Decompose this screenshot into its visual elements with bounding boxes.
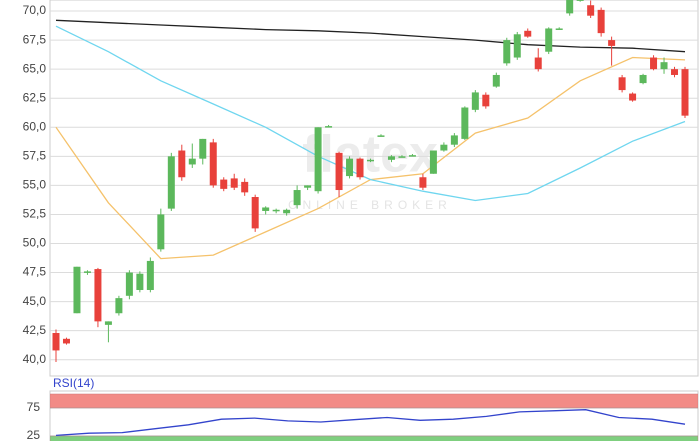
y-tick-label: 47,5	[23, 265, 47, 279]
candle-body	[293, 190, 301, 206]
candle-body	[325, 126, 333, 128]
candle-body	[346, 158, 354, 177]
rsi-title: RSI(14)	[53, 376, 94, 390]
candle-body	[272, 209, 280, 212]
candle-body	[398, 156, 406, 158]
candle-body	[524, 30, 532, 37]
candle-body	[419, 177, 427, 188]
candle-body	[356, 158, 364, 178]
candle-body	[587, 5, 595, 16]
candle-body	[566, 0, 574, 14]
candle-body	[52, 332, 60, 351]
candle-body	[503, 40, 511, 64]
candle-body	[576, 0, 584, 1]
candle-body	[136, 273, 144, 290]
plot-area	[49, 0, 699, 377]
y-tick-label: 52,5	[23, 207, 47, 221]
candle-body	[83, 271, 91, 273]
candle-body	[681, 69, 689, 116]
y-tick-label: 62,5	[23, 90, 47, 104]
candle-body	[450, 135, 458, 145]
candle-body	[534, 57, 542, 70]
candle-body	[492, 74, 500, 87]
candle-body	[377, 135, 385, 137]
candle-body	[209, 142, 217, 186]
candle-body	[230, 178, 238, 188]
y-tick-label: 55,0	[23, 178, 47, 192]
rsi-band	[50, 393, 698, 409]
candle-body	[115, 298, 123, 314]
candle-body	[608, 40, 616, 46]
candle-body	[157, 214, 165, 250]
candle-body	[387, 156, 395, 160]
candle-body	[482, 94, 490, 107]
candle-body	[314, 127, 322, 192]
candle-body	[671, 69, 679, 75]
candle-body	[367, 159, 374, 162]
candle-body	[125, 272, 133, 296]
candle-body	[335, 152, 343, 191]
candle-body	[304, 185, 312, 188]
candle-body	[146, 260, 154, 290]
candle-body	[639, 74, 647, 84]
moving-average	[55, 19, 686, 53]
candle-body	[167, 156, 175, 209]
y-tick-label: 45,0	[23, 294, 47, 308]
rsi-plot	[50, 393, 698, 441]
candle-body	[408, 155, 416, 157]
candle-body	[461, 107, 469, 139]
candle-body	[513, 34, 521, 58]
y-tick-label: 60,0	[23, 119, 47, 133]
watermark-subtitle: ONLINE BROKER	[288, 198, 452, 212]
candle-body	[429, 150, 437, 174]
y-tick-label: 50,0	[23, 236, 47, 250]
candle-body	[73, 266, 81, 314]
rsi-tick-label: 75	[27, 400, 41, 414]
candle-body	[104, 321, 112, 325]
candle-body	[62, 338, 70, 344]
y-tick-label: 42,5	[23, 323, 47, 337]
candle-body	[660, 62, 668, 70]
candle-body	[188, 158, 196, 165]
candle-body	[555, 28, 563, 30]
candle-body	[283, 209, 291, 214]
candle-body	[545, 28, 553, 52]
candle-body	[94, 269, 102, 322]
y-tick-label: 40,0	[23, 352, 47, 366]
candle-body	[262, 207, 270, 211]
candle-body	[178, 150, 186, 178]
candle-body	[629, 93, 637, 101]
moving-average	[55, 25, 686, 202]
candle-body	[251, 197, 259, 229]
candle-body	[440, 144, 448, 151]
candle-body	[471, 92, 479, 110]
rsi-band	[50, 435, 698, 441]
y-tick-label: 67,5	[23, 32, 47, 46]
candle-body	[199, 138, 207, 159]
candle-body	[618, 77, 626, 91]
rsi-line	[55, 409, 686, 437]
y-tick-label: 65,0	[23, 61, 47, 75]
candle-body	[220, 179, 228, 189]
candle-body	[650, 57, 658, 70]
y-tick-label: 70,0	[23, 3, 47, 17]
candle-body	[241, 181, 249, 193]
y-tick-label: 57,5	[23, 148, 47, 162]
rsi-tick-label: 25	[27, 428, 41, 441]
candle-body	[597, 9, 605, 34]
